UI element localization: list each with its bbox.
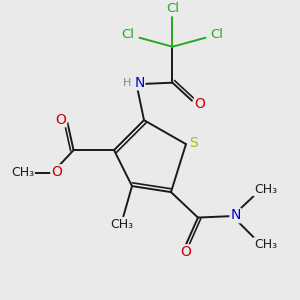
Text: CH₃: CH₃: [254, 183, 277, 196]
Text: N: N: [230, 208, 241, 223]
Text: O: O: [195, 97, 206, 111]
Text: O: O: [51, 165, 62, 179]
Text: O: O: [56, 112, 66, 127]
Text: CH₃: CH₃: [110, 218, 133, 231]
Text: Cl: Cl: [122, 28, 135, 41]
Text: Cl: Cl: [210, 28, 223, 41]
Text: Cl: Cl: [166, 2, 179, 15]
Text: S: S: [189, 136, 198, 150]
Text: H: H: [123, 78, 132, 88]
Text: CH₃: CH₃: [11, 166, 34, 178]
Text: N: N: [134, 76, 145, 90]
Text: O: O: [181, 245, 191, 259]
Text: CH₃: CH₃: [254, 238, 277, 251]
